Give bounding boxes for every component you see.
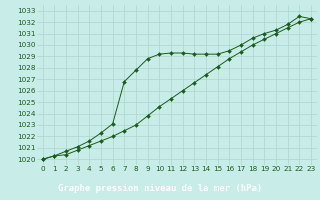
Text: Graphe pression niveau de la mer (hPa): Graphe pression niveau de la mer (hPa) <box>58 184 262 193</box>
